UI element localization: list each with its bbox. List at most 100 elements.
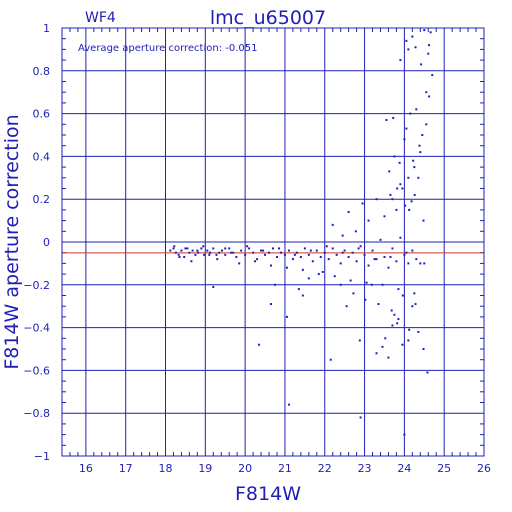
data-point [307,253,310,256]
data-point [331,223,334,226]
data-point [240,249,243,252]
x-tick-label: 19 [198,462,212,475]
data-point [417,330,420,333]
data-point [301,268,304,271]
data-point [383,255,386,258]
data-point [397,318,400,321]
data-point [367,219,370,222]
data-point [200,247,203,250]
data-point [410,200,413,203]
data-point [283,253,286,256]
data-point [415,108,418,111]
data-point [407,48,410,51]
data-point [244,253,247,256]
x-tick-label: 24 [397,462,411,475]
data-point [208,253,211,256]
data-point [381,283,384,286]
data-point [401,294,404,297]
data-point [411,249,414,252]
tick-labels: 16 17 18 19 20 21 22 23 24 25 26 −1 −0.8 −0.6 −0.4 −0.2… [23,22,491,475]
data-point [203,253,206,256]
data-point [297,288,300,291]
data-point [212,247,215,250]
data-point [256,258,259,261]
data-point [395,260,398,263]
y-tick-label: 0.4 [33,150,51,163]
data-point [355,260,358,263]
data-point [417,176,420,179]
data-point [421,134,424,136]
data-point [209,251,212,254]
data-point [347,211,350,214]
data-point [375,352,378,355]
data-point [396,187,399,190]
data-point [429,31,432,34]
data-point [343,249,346,252]
data-point [325,245,328,248]
data-point [238,262,241,265]
data-point [178,255,181,258]
data-point [423,29,426,32]
data-point [405,39,408,42]
chart-annotation: Average aperture correction: -0.051 [78,43,258,54]
data-point [183,255,186,258]
data-point [390,309,393,312]
data-point [285,315,288,318]
data-point [258,343,261,346]
data-point [426,371,429,374]
data-point [427,52,430,55]
data-point [408,208,411,211]
data-point [387,266,390,269]
data-point [363,253,366,256]
data-point [384,337,387,340]
data-point [370,283,373,286]
data-point [235,255,238,258]
data-point [218,251,221,254]
data-point [352,292,355,295]
data-point [391,198,394,201]
data-point [345,305,348,308]
data-point [291,258,294,261]
data-point [173,245,176,248]
data-point [212,285,215,288]
data-point [196,249,199,252]
y-tick-label: 0 [43,236,50,249]
data-point [375,198,378,201]
data-point [186,247,189,250]
data-point [412,159,415,162]
data-point [197,251,200,254]
x-axis-label: F814W [235,483,301,505]
data-point [373,258,376,261]
data-point [423,262,426,265]
data-point [399,236,402,239]
data-point [315,249,318,252]
data-point [401,343,404,346]
data-point [364,298,367,301]
y-tick-label: 0.2 [33,193,51,206]
data-point [361,202,364,205]
y-tick-label: −0.4 [23,322,50,335]
data-point [351,251,354,254]
data-point [422,348,425,350]
data-point [188,251,191,254]
data-point [190,260,193,263]
data-point [359,416,362,419]
data-point [407,339,410,342]
y-tick-label: 0.8 [33,65,51,78]
x-tick-label: 22 [318,462,332,475]
data-point [389,193,392,196]
data-point [339,283,342,286]
data-point [387,356,390,359]
data-point [358,339,361,342]
data-point [401,187,404,190]
data-point [264,253,267,256]
data-point [206,249,209,252]
data-point [301,294,304,297]
data-point [411,35,414,38]
data-point [425,91,428,94]
data-point [403,138,406,141]
y-tick-label: −0.8 [23,407,50,420]
data-point [407,176,410,179]
data-point [309,249,312,252]
